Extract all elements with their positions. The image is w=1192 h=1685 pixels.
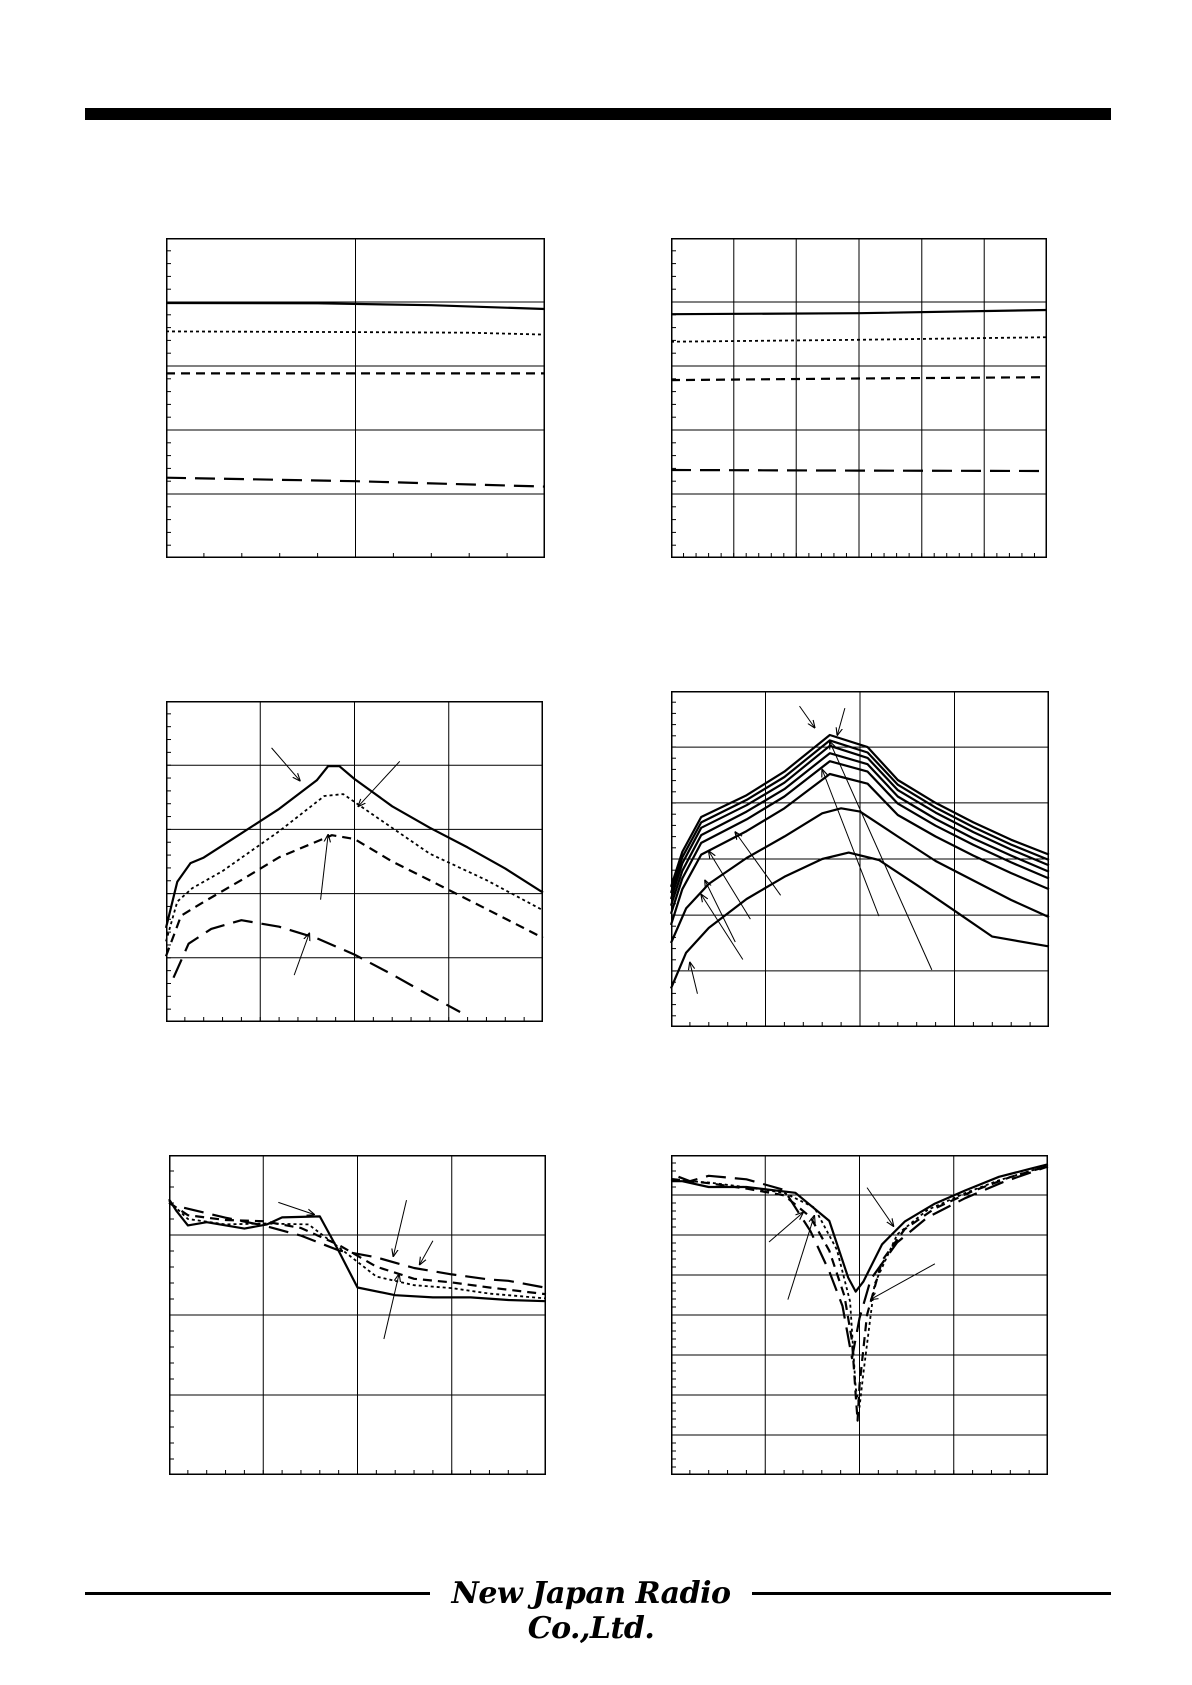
series-line-1 xyxy=(165,793,544,942)
series-line-2 xyxy=(670,1165,1049,1422)
pointer-arrow-3 xyxy=(822,770,880,917)
pointer-arrow-7 xyxy=(701,895,744,960)
pointer-arrow-6 xyxy=(705,881,736,943)
series-line-1 xyxy=(165,330,546,336)
series-line-1 xyxy=(670,1164,1049,1409)
pointer-arrow-0 xyxy=(799,705,815,728)
plot-frame xyxy=(169,1155,546,1475)
chart-3 xyxy=(164,701,544,1022)
plot-frame xyxy=(671,1155,1048,1475)
plot-frame xyxy=(166,238,545,558)
pointer-arrow-5 xyxy=(709,851,751,920)
series-line-2 xyxy=(670,376,1048,382)
chart-1 xyxy=(165,238,546,558)
series-line-3 xyxy=(183,1206,547,1289)
plot-frame xyxy=(671,238,1047,558)
series-line-3 xyxy=(172,919,461,1013)
pointer-arrow-2 xyxy=(320,835,329,900)
chart-4 xyxy=(669,691,1050,1027)
pointer-arrow-3 xyxy=(871,1263,936,1300)
pointer-arrow-3 xyxy=(293,933,309,976)
pointer-arrow-1 xyxy=(787,1216,814,1300)
pointer-arrow-2 xyxy=(830,742,933,971)
pointer-arrow-1 xyxy=(393,1200,407,1256)
plot-frame xyxy=(671,691,1049,1027)
company-logo: New Japan Radio Co.,Ltd. xyxy=(451,1576,731,1646)
series-line-1 xyxy=(669,739,1050,894)
pointer-arrow-1 xyxy=(837,708,846,735)
pointer-arrow-4 xyxy=(735,832,782,896)
series-line-1 xyxy=(670,336,1048,343)
series-line-5 xyxy=(669,772,1050,926)
plot-frame xyxy=(166,701,543,1022)
series-line-2 xyxy=(164,834,544,957)
pointer-arrow-0 xyxy=(271,747,300,781)
chart-5 xyxy=(168,1155,547,1475)
series-line-3 xyxy=(669,752,1050,907)
pointer-arrow-1 xyxy=(358,761,401,806)
pointer-arrow-0 xyxy=(768,1213,803,1243)
series-line-3 xyxy=(670,468,1048,473)
series-line-3 xyxy=(678,1165,1049,1360)
series-line-0 xyxy=(669,733,1050,888)
series-line-0 xyxy=(165,301,546,311)
series-line-0 xyxy=(670,308,1048,316)
pointer-arrow-0 xyxy=(278,1201,314,1214)
header-rule xyxy=(85,108,1111,120)
chart-6 xyxy=(670,1155,1049,1475)
footer-rule-right xyxy=(752,1592,1111,1595)
series-line-2 xyxy=(168,1201,547,1296)
footer-rule-left xyxy=(85,1592,430,1595)
series-line-0 xyxy=(168,1198,547,1303)
chart-2 xyxy=(670,238,1048,558)
series-line-4 xyxy=(669,760,1050,915)
pointer-arrow-8 xyxy=(690,962,698,994)
series-line-3 xyxy=(165,476,546,488)
pointer-arrow-3 xyxy=(383,1274,399,1340)
pointer-arrow-2 xyxy=(420,1240,434,1265)
series-line-0 xyxy=(671,1163,1049,1293)
pointer-arrow-2 xyxy=(866,1187,893,1226)
series-line-2 xyxy=(669,744,1050,900)
series-line-0 xyxy=(164,765,544,929)
series-line-7 xyxy=(669,851,1050,989)
